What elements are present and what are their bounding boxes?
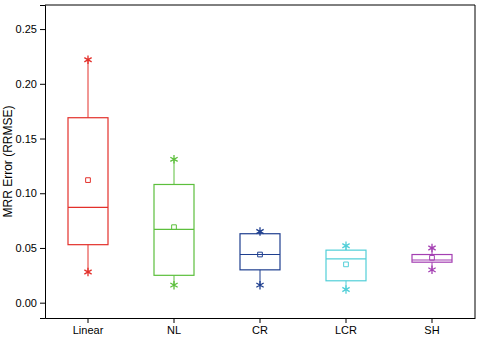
x-tick: SH: [424, 318, 439, 336]
max-marker: [170, 155, 177, 163]
box-group: [154, 155, 194, 289]
x-tick-mark: [174, 318, 175, 323]
median: [68, 207, 108, 208]
mean-marker: [86, 178, 91, 183]
y-tick-label: 0.00: [16, 297, 37, 309]
y-tick: 0.25: [16, 23, 45, 35]
max-marker: [342, 242, 349, 250]
min-marker: [342, 285, 349, 293]
box: [326, 250, 366, 281]
y-tick-mark: [40, 248, 45, 249]
x-tick-mark: [88, 318, 89, 323]
y-axis-line: [40, 6, 46, 319]
plot-area: [68, 55, 452, 293]
y-tick: 0.15: [16, 133, 45, 145]
upper-whisker: [88, 60, 89, 118]
median: [240, 254, 280, 255]
box-group: [240, 227, 280, 289]
min-marker: [84, 268, 91, 276]
mean-marker: [430, 255, 435, 260]
y-tick-label: 0.15: [16, 133, 37, 145]
x-tick-label: NL: [167, 324, 181, 336]
max-marker: [428, 244, 435, 252]
min-marker: [428, 266, 435, 274]
box-group: [68, 55, 108, 276]
box: [412, 255, 452, 263]
x-axis: Linear NL CR LCR SH: [46, 318, 476, 336]
y-axis: 0.00 0.05 0.10 0.15 0.20 0.25: [16, 6, 46, 319]
x-tick-mark: [432, 318, 433, 323]
y-tick-mark: [40, 303, 45, 304]
x-tick: LCR: [335, 318, 357, 336]
x-tick: CR: [252, 318, 268, 336]
y-tick-label: 0.10: [16, 187, 37, 199]
y-tick-label: 0.20: [16, 78, 37, 90]
y-tick: 0.10: [16, 187, 45, 199]
y-tick-mark: [40, 193, 45, 194]
y-tick-mark: [40, 139, 45, 140]
y-tick: 0.00: [16, 297, 45, 309]
x-tick-label: CR: [252, 324, 268, 336]
min-marker: [256, 281, 263, 289]
chart: 0.00 0.05 0.10 0.15 0.20 0.25 Linear NL CR LCR SH M…: [0, 0, 500, 345]
x-tick-label: Linear: [73, 324, 104, 336]
max-marker: [256, 227, 263, 235]
x-tick: NL: [167, 318, 181, 336]
y-tick-mark: [40, 84, 45, 85]
mean-marker: [258, 252, 263, 257]
frame-top: [45, 5, 475, 6]
box-group: [412, 244, 452, 274]
box: [240, 234, 280, 270]
y-tick: 0.05: [16, 242, 45, 254]
x-tick-mark: [260, 318, 261, 323]
min-marker: [170, 281, 177, 289]
max-marker: [84, 55, 91, 63]
mean-marker: [172, 225, 177, 230]
mean-marker: [344, 262, 349, 267]
y-tick-mark: [40, 29, 45, 30]
y-tick-label: 0.05: [16, 242, 37, 254]
median: [326, 258, 366, 259]
x-tick-label: SH: [424, 324, 439, 336]
box: [68, 118, 108, 245]
y-tick-label: 0.25: [16, 23, 37, 35]
x-tick: Linear: [73, 318, 104, 336]
box-group: [326, 242, 366, 294]
box: [154, 184, 194, 275]
x-tick-mark: [346, 318, 347, 323]
frame-right: [475, 5, 476, 318]
y-tick: 0.20: [16, 78, 45, 90]
y-axis-title: MRR Error (RRMSE): [1, 106, 15, 218]
x-tick-label: LCR: [335, 324, 357, 336]
